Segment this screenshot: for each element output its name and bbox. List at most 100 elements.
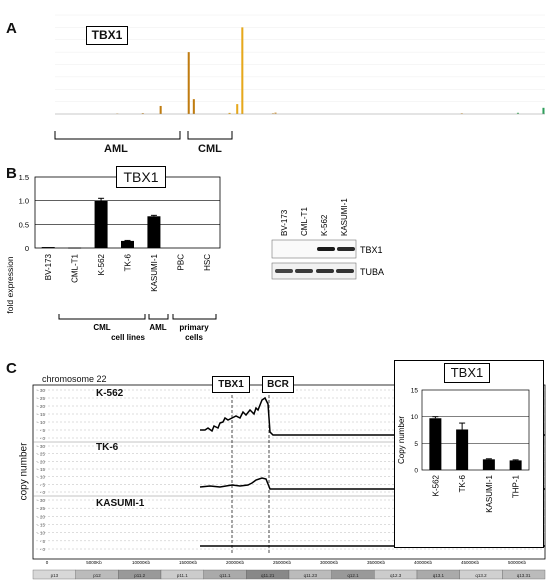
expression-bar [159,105,162,114]
ytick-label: 0.5 [19,220,29,229]
copy-number-tick: - 10 [37,420,45,425]
category-label: KASUMI-1 [150,253,159,291]
expression-bar [236,104,239,114]
cell-lines-label: cell lines [111,333,145,342]
expression-bar [187,52,190,114]
band-label: p13 [51,573,59,578]
panel-b-label: B [6,165,17,182]
position-tick: 40000Kb [414,560,433,565]
category-label: TK-6 [124,253,133,271]
band-label: q12.3 [390,573,402,578]
blot-band [295,269,313,273]
blot-lane-label: KASUMI-1 [340,198,349,236]
blot-lane-label: K-562 [320,214,329,236]
category-label: K-562 [97,253,106,275]
aml-group-label: AML [104,143,128,155]
blot-band [275,269,293,273]
blot-band [316,269,334,273]
band-label: q13.1 [433,573,445,578]
expression-bar [241,27,244,114]
copy-number-tick: - 15 [37,412,45,417]
inset-title: TBX1 [444,363,490,383]
panel-b-title: TBX1 [116,166,166,188]
inset-category-label: K-562 [431,474,440,496]
copy-number-tick: - 30 [37,388,45,393]
ytick-label: 1.0 [19,197,29,206]
inset-ytick: 0 [414,468,418,475]
k562-trace [200,396,545,436]
aml-bracket [54,131,181,140]
aml-group-label-b: AML [149,323,166,332]
copy-number-bar [482,459,495,470]
expression-bar [271,113,274,114]
band-label: p12 [93,573,101,578]
inset-category-label: THP-1 [512,474,521,498]
western-blot: BV-173 CML-T1 K-562 KASUMI-1 TBX1 TUBA [271,198,384,280]
band-label: q12.1 [347,573,359,578]
copy-number-tick: - 20 [37,459,45,464]
panel-a-title: TBX1 [86,26,128,45]
copy-number-bar [456,429,469,470]
blot-lane-label: CML-T1 [300,207,309,236]
copy-number-tick: - 25 [37,396,45,401]
fold-expression-label: fold expression [5,256,15,313]
inset-ylabel: Copy number [397,416,406,464]
copy-number-tick: - 25 [37,452,45,457]
category-label: BV-173 [44,253,53,280]
position-tick: 0 [46,560,49,565]
position-tick: 25000Kb [273,560,292,565]
copy-number-tick: - 20 [37,404,45,409]
copy-number-tick: - 30 [37,444,45,449]
position-tick: 35000Kb [367,560,386,565]
blot-row-label-tbx1: TBX1 [360,245,383,255]
copy-number-tick: - 0 [40,547,46,552]
category-label: HSC [203,254,212,271]
track-label-k562: K-562 [96,388,124,399]
copy-number-tick: - 15 [37,467,45,472]
track-label-tk6: TK-6 [96,442,119,453]
copy-number-tick: - 0 [40,436,46,441]
cml-group-label-b: CML [93,323,110,332]
band-label: q13.2 [475,573,487,578]
tbx1-marker-label: TBX1 [212,376,250,393]
position-tick: 20000Kb [226,560,245,565]
fold-expression-bar [147,216,161,248]
copy-number-tick: - 5 [40,482,46,487]
position-tick: 45000Kb [461,560,480,565]
copy-number-tick: - 15 [37,523,45,528]
copy-number-tick: - 5 [40,539,46,544]
category-label: PBC [176,254,185,271]
inset-chart: 0 5 10 15 K-562 TK-6 KASUMI-1 THP-1 Copy numbe… [397,388,530,513]
cells-label: cells [185,333,203,342]
cml-bracket [187,131,233,140]
ytick-label: 0 [25,244,29,253]
bcr-marker-label: BCR [262,376,294,393]
panel-a-label: A [6,20,17,37]
inset-ytick: 5 [414,441,418,448]
position-tick: 50000Kb [508,560,527,565]
inset-category-label: KASUMI-1 [485,474,494,512]
fold-expression-bar [94,200,108,248]
band-label: q13.31 [517,573,531,578]
band-label: q11.1 [220,573,231,578]
expression-bar [274,112,277,114]
panel-c-label: C [6,360,17,377]
ytick-label: 1.5 [19,173,29,182]
position-tick: 5000Kb [86,560,102,565]
expression-bar [460,113,463,114]
chromosome-band [502,569,546,580]
blot-band [336,269,354,273]
copy-number-tick: - 20 [37,514,45,519]
inset-box [394,360,544,548]
blot-tuba-row [271,262,357,280]
panel-b-chart: 0 0.5 1.0 1.5 fold expression BV-173 CML-T1 K… [5,173,221,342]
band-label: q11.23 [304,573,318,578]
copy-number-tick: - 25 [37,506,45,511]
expression-bar [141,113,144,114]
expression-bar [192,99,195,114]
fold-expression-bar [121,240,134,248]
fold-expression-bar [41,247,55,249]
inset-category-label: TK-6 [458,474,467,492]
band-label: p11.1 [177,573,188,578]
copy-number-bar [509,460,522,470]
